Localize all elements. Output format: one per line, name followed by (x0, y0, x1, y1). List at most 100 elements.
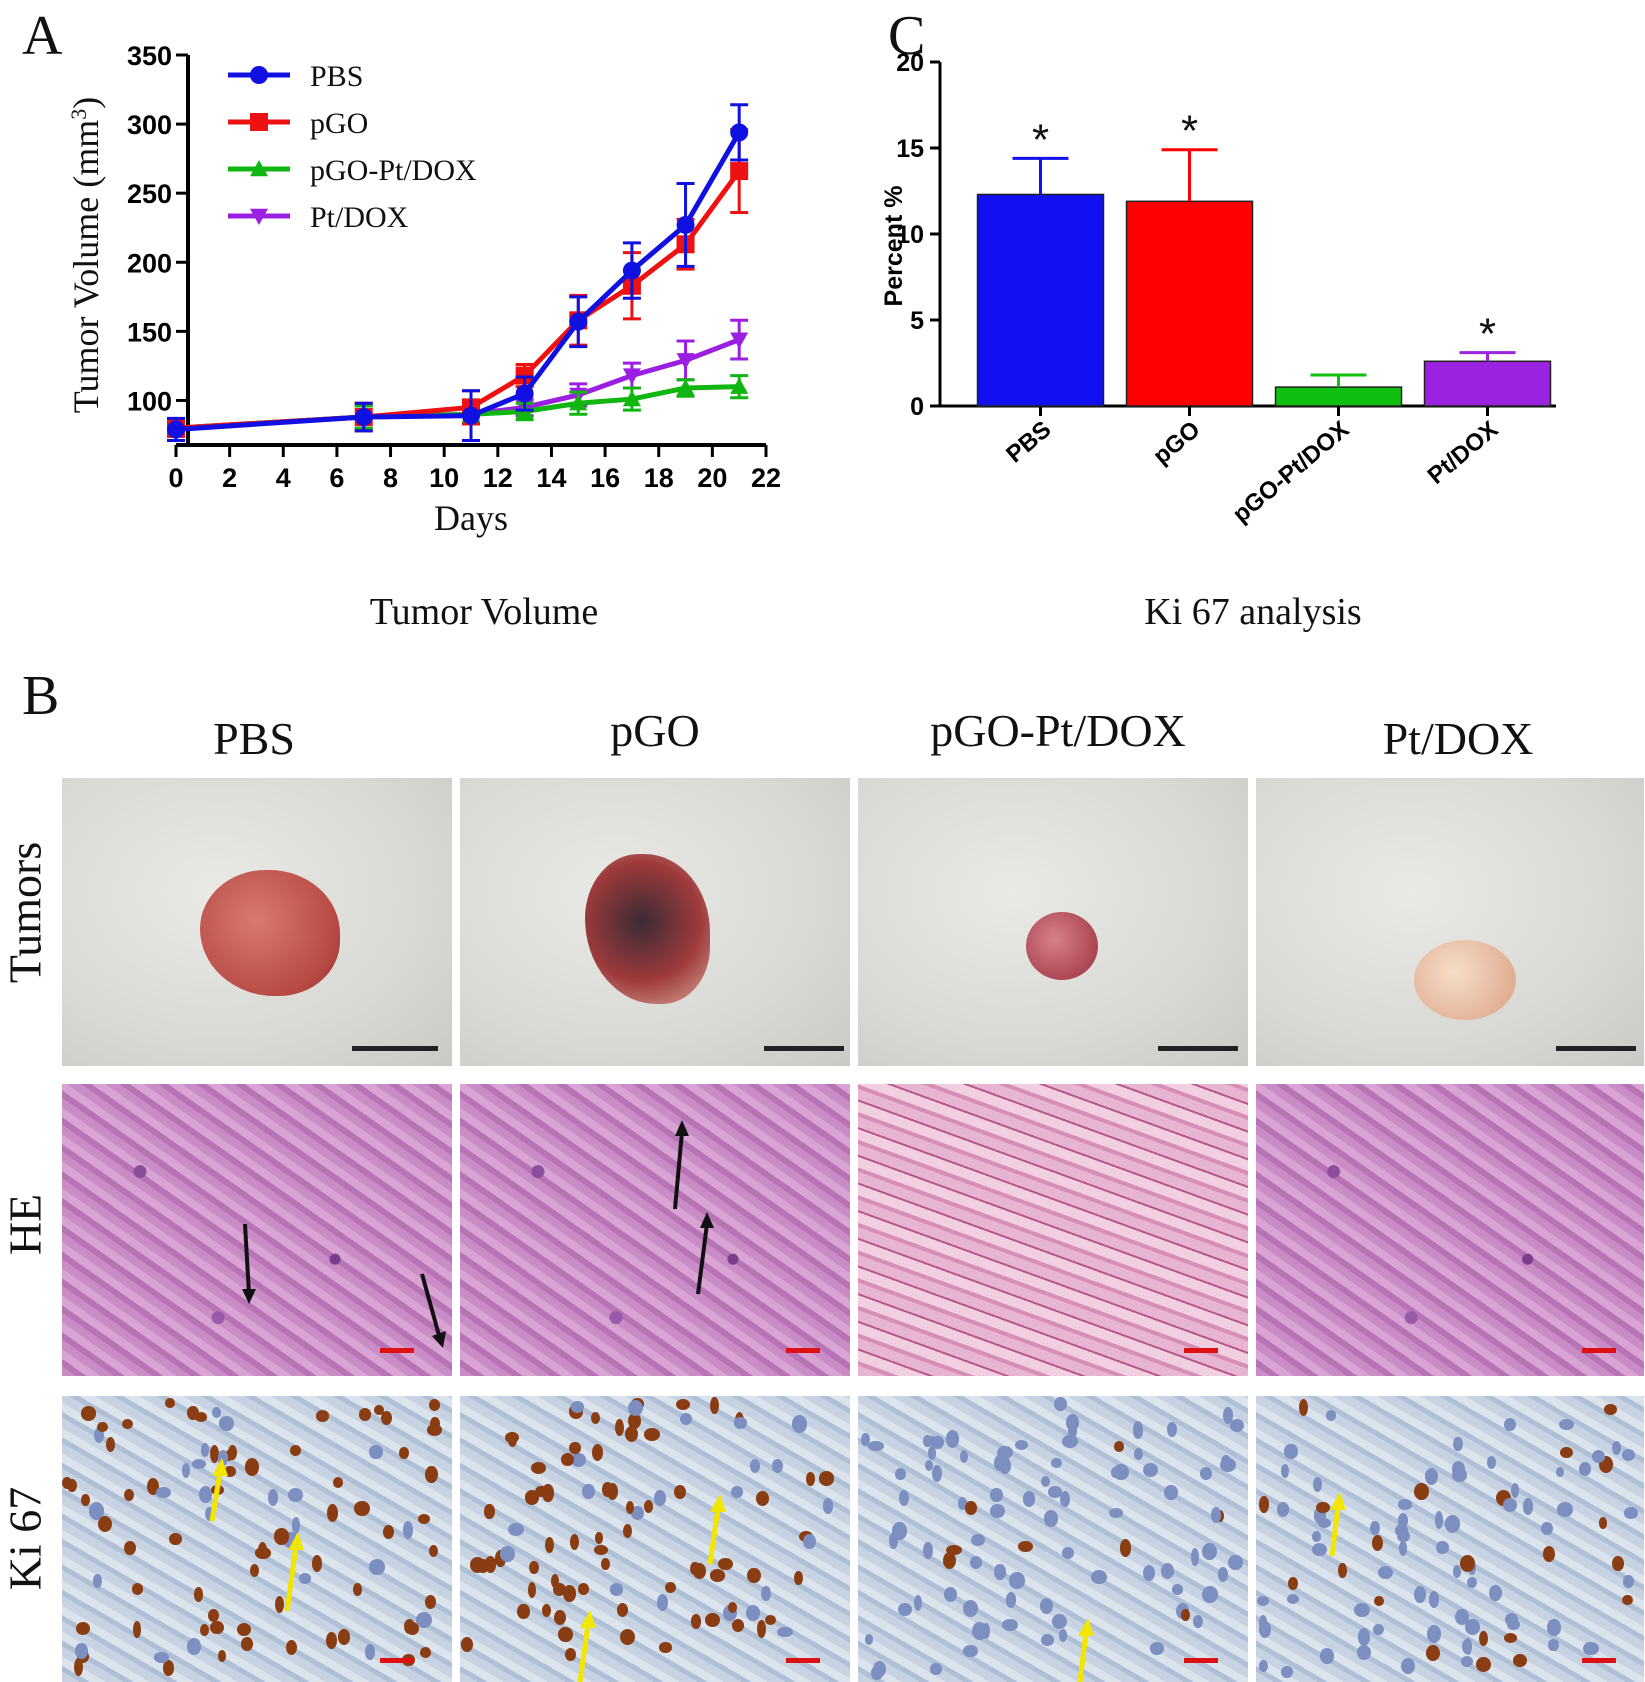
nucleus (416, 1611, 432, 1628)
nucleus (1451, 1468, 1468, 1483)
nucleus (219, 1416, 234, 1431)
nucleus (73, 1658, 83, 1677)
nucleus (791, 1415, 807, 1433)
nucleus (241, 1637, 253, 1651)
nucleus (507, 1432, 517, 1448)
nucleus (1191, 1548, 1200, 1566)
x-tick-label: 2 (222, 463, 237, 493)
nucleus (1512, 1654, 1527, 1668)
nucleus (1612, 1441, 1622, 1456)
nucleus (755, 1490, 770, 1507)
nucleus (609, 1583, 624, 1596)
nucleus (1054, 1396, 1068, 1411)
nucleus (692, 1563, 706, 1580)
nucleus (529, 1561, 539, 1575)
nucleus (626, 1501, 635, 1515)
scale-bar (764, 1046, 844, 1051)
legend-marker (250, 66, 268, 84)
nucleus (601, 1557, 610, 1571)
nucleus (210, 1445, 220, 1463)
nucleus (1374, 1595, 1385, 1607)
scale-bar (352, 1046, 438, 1051)
nucleus (156, 1486, 172, 1499)
nucleus (209, 1620, 224, 1635)
nucleus (570, 1533, 580, 1550)
nucleus (1220, 1458, 1237, 1473)
y-axis-label: Percent % (880, 186, 908, 307)
row-header-tumors: Tumors (0, 841, 51, 984)
nucleus (88, 1502, 104, 1520)
nucleus (818, 1471, 835, 1486)
nucleus (994, 1455, 1007, 1471)
nucleus (1040, 1633, 1054, 1646)
y-tick-label: 150 (127, 317, 172, 347)
nucleus (1133, 1447, 1143, 1460)
nucleus (1591, 1450, 1606, 1463)
y-tick-label: 20 (896, 49, 924, 77)
nucleus (275, 1595, 285, 1613)
nucleus (146, 1477, 160, 1496)
nucleus (1217, 1567, 1229, 1583)
nucleus (97, 1515, 113, 1533)
nucleus (62, 1477, 72, 1490)
bar-pbs (976, 193, 1105, 407)
nucleus (291, 1517, 301, 1534)
nucleus (1479, 1631, 1488, 1647)
nucleus (1356, 1644, 1372, 1661)
significance-star: * (1479, 310, 1496, 359)
nucleus (776, 1626, 793, 1638)
nucleus (80, 1406, 97, 1421)
nucleus (1623, 1575, 1634, 1589)
nucleus (285, 1640, 297, 1656)
nucleus (460, 1637, 474, 1653)
nucleus (1319, 1648, 1335, 1665)
nucleus (794, 1571, 803, 1586)
nucleus (577, 1582, 589, 1595)
nucleus (494, 1550, 506, 1567)
nucleus (1556, 1466, 1565, 1478)
nucleus (545, 1537, 554, 1554)
scale-bar (786, 1348, 820, 1353)
nucleus (989, 1503, 1005, 1518)
nucleus (659, 1642, 672, 1653)
nucleus (1022, 1491, 1036, 1507)
nucleus (1132, 1421, 1144, 1439)
nucleus (1394, 1524, 1408, 1537)
scale-bar (380, 1348, 414, 1353)
nucleus (571, 1453, 586, 1468)
bar-pgo-pt-dox (1274, 386, 1403, 407)
he-micrograph-pbs (62, 1084, 452, 1376)
nucleus (1558, 1419, 1574, 1431)
nucleus (81, 1493, 90, 1507)
nucleus (1051, 1614, 1067, 1630)
nucleus (959, 1449, 969, 1464)
nucleus (674, 1484, 687, 1500)
nucleus (624, 1425, 638, 1443)
nucleus (1257, 1595, 1270, 1606)
nucleus (1444, 1515, 1461, 1533)
nucleus (1258, 1620, 1271, 1638)
nucleus (997, 1446, 1014, 1460)
y-tick-label: 250 (127, 179, 172, 209)
nucleus (969, 1556, 983, 1569)
nucleus (931, 1465, 942, 1483)
nucleus (1353, 1602, 1370, 1617)
data-point (730, 162, 749, 181)
nucleus (561, 1453, 575, 1467)
tumor-photo-pgo (460, 778, 850, 1066)
nucleus (224, 1465, 236, 1477)
nucleus (75, 1622, 91, 1636)
nucleus (1487, 1456, 1497, 1469)
nucleus (124, 1540, 136, 1555)
nucleus (1598, 1516, 1608, 1529)
nucleus (927, 1445, 937, 1460)
nucleus (218, 1649, 227, 1663)
nucleus (564, 1648, 576, 1661)
nucleus (1276, 1501, 1290, 1517)
nucleus (373, 1404, 385, 1416)
nucleus (679, 1412, 692, 1425)
nucleus (289, 1445, 301, 1457)
data-point (730, 123, 749, 142)
nucleus (615, 1418, 625, 1437)
nucleus (236, 1622, 252, 1637)
